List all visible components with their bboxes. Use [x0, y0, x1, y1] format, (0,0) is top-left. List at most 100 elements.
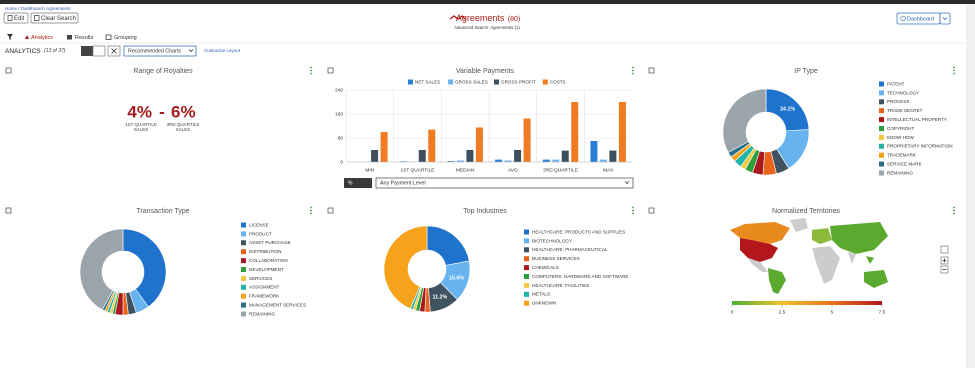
panel-title: IP Type: [794, 68, 818, 75]
x-tick-label: 3RD QUARTILE: [543, 167, 578, 173]
panel-menu-dot: [953, 206, 955, 209]
edit-view-button[interactable]: [92, 45, 106, 57]
legend-swatch: [524, 256, 529, 262]
tab-grouping[interactable]: Grouping: [114, 35, 137, 41]
fullscreen-button[interactable]: [940, 245, 949, 254]
panel-menu-dot: [953, 66, 955, 69]
legend-label: COPYRIGHT: [887, 126, 915, 131]
panel-title: Range of Royalties: [133, 68, 193, 75]
customize-layout-link[interactable]: Customize Layout: [204, 48, 241, 53]
legend-swatch: [524, 265, 529, 271]
bar: [618, 102, 626, 162]
legend-label: DISTRIBUTION: [249, 249, 281, 254]
legend-swatch: [524, 300, 529, 306]
legend-swatch: [241, 249, 246, 255]
legend-swatch: [879, 108, 884, 114]
panel-checkbox[interactable]: [327, 67, 334, 74]
bar: [475, 127, 483, 162]
y-tick-label: 160: [335, 111, 343, 117]
panel-menu-dot: [310, 72, 312, 75]
panel-menu-dot: [310, 206, 312, 209]
panel-title: Top Industries: [463, 208, 507, 215]
region: [812, 246, 840, 284]
dashboard-dropdown[interactable]: [939, 12, 951, 25]
tab-results[interactable]: Results: [75, 35, 94, 41]
donut-slice: [122, 228, 167, 308]
panel-checkbox[interactable]: [648, 207, 655, 214]
legend-swatch: [524, 247, 529, 253]
slice-label: 15.6%: [449, 276, 464, 282]
panel-menu-dot: [632, 206, 634, 209]
legend-label: KNOW HOW: [887, 135, 914, 140]
legend-label: BIOTECHNOLOGY: [532, 238, 572, 243]
legend-label: COSTS: [550, 79, 566, 84]
legend-swatch: [879, 126, 884, 131]
payment-level-value: Any Payment Level: [380, 181, 426, 187]
stat-label: 1ST QUARTILE SALES: [125, 122, 157, 132]
clear-search-button[interactable]: [30, 12, 79, 24]
clear-icon: [34, 15, 40, 21]
dashboard-label: Dashboard: [907, 16, 934, 22]
legend-label: HEALTHCARE: FACILITIES: [532, 283, 589, 288]
colorbar-label: 2.5: [779, 309, 786, 315]
panel-checkbox[interactable]: [5, 207, 12, 214]
panel-menu-dot: [632, 69, 634, 72]
legend-swatch: [879, 134, 884, 140]
page-title: Agreements (80): [456, 13, 520, 23]
legend-swatch: [241, 284, 246, 290]
filter-icon[interactable]: [7, 34, 13, 40]
legend-swatch: [241, 275, 246, 281]
close-icon: [111, 48, 117, 54]
colorbar-label: 7.5: [879, 309, 886, 315]
panel-menu-dot: [953, 209, 955, 212]
legend-swatch: [448, 79, 454, 85]
panel-checkbox[interactable]: [648, 67, 655, 74]
legend-swatch: [241, 293, 246, 299]
legend-swatch: [879, 152, 884, 158]
edit-icon: [7, 15, 13, 21]
region: [730, 222, 790, 244]
legend-swatch: [241, 231, 246, 237]
legend-label: PATENT: [887, 81, 905, 86]
panel-menu-dot: [632, 66, 634, 69]
unit-select[interactable]: [344, 178, 372, 188]
payment-level-select[interactable]: [375, 177, 634, 189]
legend-label: REMAINING: [887, 170, 913, 175]
bar: [418, 150, 426, 162]
panel-title: Transaction Type: [136, 208, 189, 215]
scrollbar: [966, 4, 975, 368]
legend-label: HEALTHCARE: PRODUCTS AND SUPPLIES: [532, 229, 625, 234]
legend-label: TECHNOLOGY: [887, 90, 919, 95]
bar: [495, 159, 503, 162]
subtitle: Advanced Search: Agreements (1): [454, 25, 520, 30]
legend-label: TRADEMARK: [887, 153, 917, 158]
bar: [504, 160, 512, 162]
stat-label: 3RD QUARTILE SALES: [166, 122, 200, 132]
legend-label: SERVICES: [249, 276, 272, 281]
legend-label: TRADE SECRET: [887, 108, 923, 113]
legend-label: SERVICE MARK: [887, 162, 923, 167]
bar: [523, 118, 531, 162]
grid-view-button[interactable]: [81, 46, 93, 56]
tab-analytics[interactable]: Analytics: [31, 35, 53, 41]
bar: [456, 160, 464, 162]
panel-checkbox[interactable]: [5, 67, 12, 74]
unit-select-value: %: [348, 181, 353, 187]
bar: [447, 161, 455, 162]
chart-set-select[interactable]: [123, 45, 197, 57]
legend-swatch: [879, 161, 884, 167]
chart-set-value: Recommended Charts: [128, 49, 181, 55]
breadcrumb[interactable]: Home / Dashboard / Agreements: [5, 6, 71, 11]
donut-slice: [79, 228, 124, 311]
legend-label: UNKNOWN: [532, 301, 556, 306]
legend-label: ASSET PURCHASE: [249, 240, 291, 245]
bar: [428, 129, 436, 162]
legend-swatch: [879, 99, 884, 105]
panel-checkbox[interactable]: [327, 207, 334, 214]
x-tick-label: MEDIAN: [456, 167, 475, 173]
legend-swatch: [879, 170, 884, 176]
plus-icon: [942, 258, 947, 263]
legend-label: PROCESS: [887, 99, 909, 104]
region: [740, 238, 778, 262]
